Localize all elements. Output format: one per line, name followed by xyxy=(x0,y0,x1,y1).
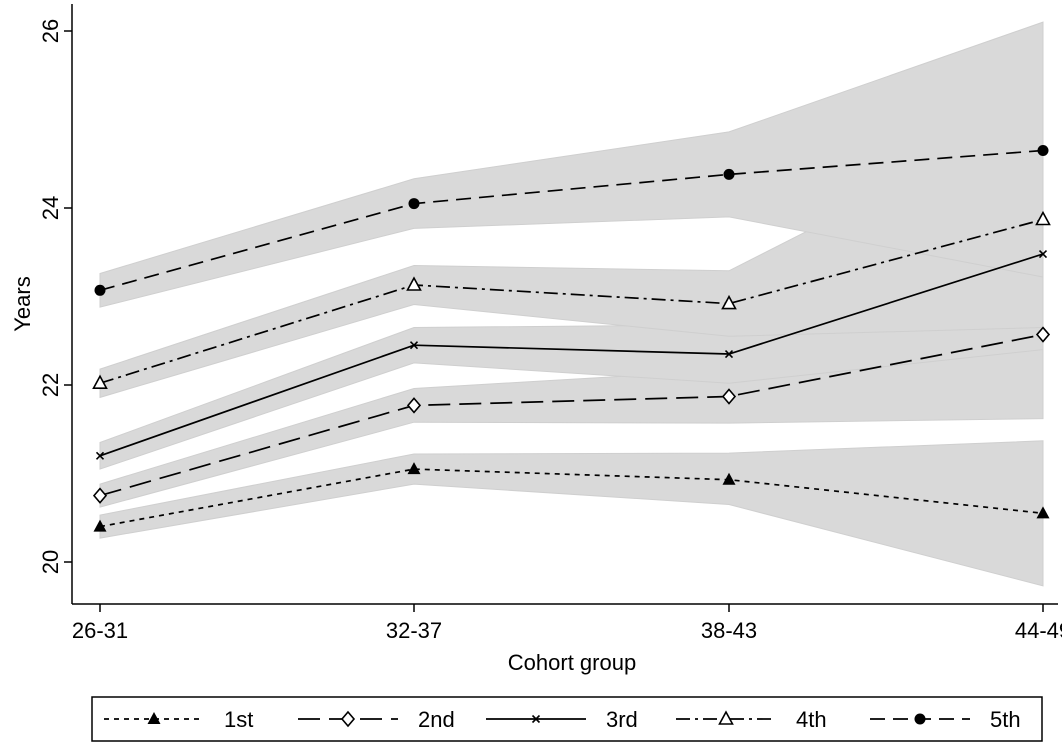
y-tick-label: 24 xyxy=(38,196,63,220)
data-point-s5-1 xyxy=(94,284,106,296)
data-point-s2-1 xyxy=(92,487,108,504)
y-tick-label: 20 xyxy=(38,550,63,574)
x-tick-label: 32-37 xyxy=(386,618,442,643)
data-point-s1-2 xyxy=(407,462,421,475)
legend: 1st 2nd 3rd 4th 5th xyxy=(104,707,1021,732)
data-point-s4-2 xyxy=(406,276,422,291)
x-ticks: 26-31 32-37 38-43 44-49 xyxy=(72,604,1062,643)
legend-item-5: 5th xyxy=(870,707,1021,732)
legend-marker xyxy=(147,712,161,724)
legend-item-3: 3rd xyxy=(486,707,638,732)
ci-band-1 xyxy=(99,440,1044,587)
legend-label: 2nd xyxy=(418,707,455,732)
legend-label: 3rd xyxy=(606,707,638,732)
legend-label: 4th xyxy=(796,707,827,732)
series-line-4 xyxy=(99,218,1044,385)
data-point-s1-3 xyxy=(722,472,736,485)
series-line-3 xyxy=(99,253,1044,457)
x-axis-title: Cohort group xyxy=(508,650,636,675)
data-point-s2-3 xyxy=(721,388,737,405)
data-point-s1-1 xyxy=(93,519,107,532)
legend-item-2: 2nd xyxy=(298,707,455,732)
y-tick-label: 22 xyxy=(38,373,63,397)
legend-label: 1st xyxy=(224,707,253,732)
data-point-s2-2 xyxy=(406,397,422,414)
data-point-s4-3 xyxy=(721,294,737,310)
data-point-s3-4 xyxy=(1038,249,1048,259)
series-lines xyxy=(99,149,1044,528)
x-tick-label: 26-31 xyxy=(72,618,128,643)
data-point-s1-4 xyxy=(1036,506,1050,519)
x-tick-label: 38-43 xyxy=(701,618,757,643)
data-point-s3-3 xyxy=(724,349,734,359)
data-point-s5-2 xyxy=(408,198,420,210)
y-ticks: 20 22 24 26 xyxy=(38,19,72,574)
data-point-s3-2 xyxy=(409,341,419,350)
data-point-s4-4 xyxy=(1035,210,1051,226)
series-line-2 xyxy=(99,333,1044,497)
legend-marker xyxy=(914,713,926,725)
data-point-s5-3 xyxy=(723,168,735,180)
x-tick-label: 44-49 xyxy=(1015,618,1062,643)
legend-label: 5th xyxy=(990,707,1021,732)
legend-marker xyxy=(340,710,356,728)
ci-band-2 xyxy=(99,249,1044,508)
y-tick-label: 26 xyxy=(38,19,63,43)
data-point-s5-4 xyxy=(1037,144,1049,156)
data-point-s4-1 xyxy=(92,374,108,390)
series-line-1 xyxy=(99,468,1044,528)
legend-marker xyxy=(531,714,541,724)
legend-item-1: 1st xyxy=(104,707,253,732)
data-point-s3-1 xyxy=(95,451,105,460)
legend-item-4: 4th xyxy=(676,707,827,732)
y-axis-title: Years xyxy=(10,276,35,331)
ci-band-5 xyxy=(99,21,1044,308)
legend-marker xyxy=(718,710,734,725)
data-point-s2-4 xyxy=(1035,326,1051,343)
series-markers xyxy=(92,144,1051,532)
series-line-5 xyxy=(99,149,1044,292)
